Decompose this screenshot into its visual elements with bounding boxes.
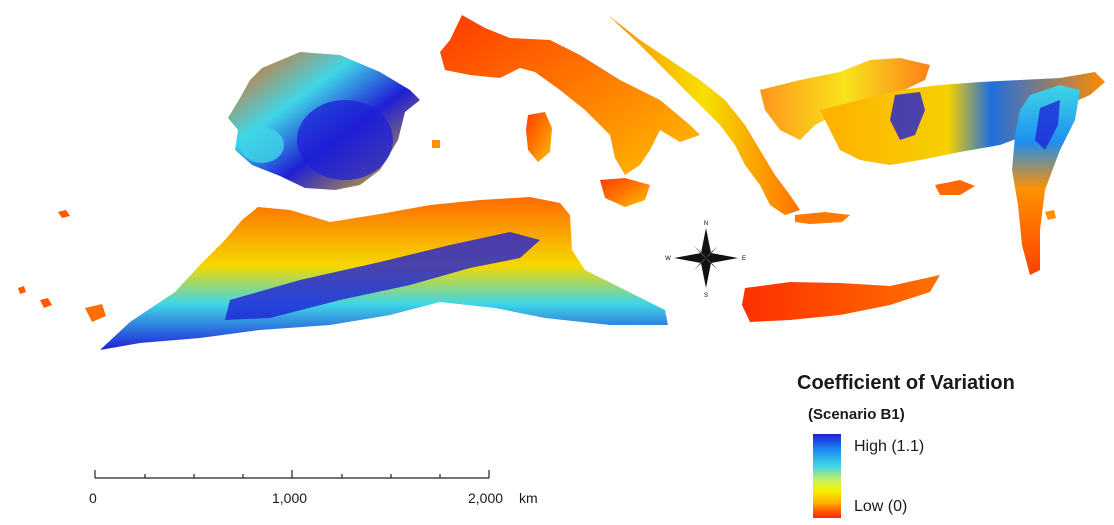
compass-south: S xyxy=(704,293,708,299)
region-levant xyxy=(1012,85,1080,275)
region-atlas-band xyxy=(225,232,540,320)
scale-label-0: 0 xyxy=(89,490,97,506)
region-island xyxy=(85,304,106,322)
region-balkans xyxy=(608,15,800,215)
scale-bar xyxy=(94,470,490,479)
legend-high-label: High (1.1) xyxy=(854,438,925,455)
region-crete xyxy=(795,212,850,224)
legend-low-label: Low (0) xyxy=(854,498,908,515)
region-sardinia xyxy=(526,112,552,162)
region-island xyxy=(40,298,52,308)
scale-label-1000: 1,000 xyxy=(272,490,308,506)
region-iberia-west xyxy=(240,127,284,163)
region-island xyxy=(18,286,26,294)
legend-title: Coefficient of Variation xyxy=(797,372,1015,394)
region-island xyxy=(432,140,440,148)
legend-color-ramp xyxy=(813,434,841,518)
region-iberia-core xyxy=(297,100,393,180)
region-cyprus xyxy=(935,180,975,195)
region-turkey-blue xyxy=(890,92,925,140)
compass-rose: N S W E xyxy=(665,221,746,299)
region-island xyxy=(58,210,70,218)
region-cyrenaica xyxy=(742,275,940,322)
region-italy xyxy=(440,15,700,175)
scale-unit: km xyxy=(519,490,538,506)
compass-west: W xyxy=(665,256,671,262)
region-levant-blue xyxy=(1035,100,1060,150)
scale-label-2000: 2,000 xyxy=(468,490,504,506)
compass-east: E xyxy=(742,256,746,262)
region-sicily xyxy=(600,178,650,207)
compass-north: N xyxy=(704,221,708,227)
region-island xyxy=(1045,210,1056,220)
region-greece-east xyxy=(760,58,930,140)
legend-subtitle: (Scenario B1) xyxy=(808,406,905,423)
